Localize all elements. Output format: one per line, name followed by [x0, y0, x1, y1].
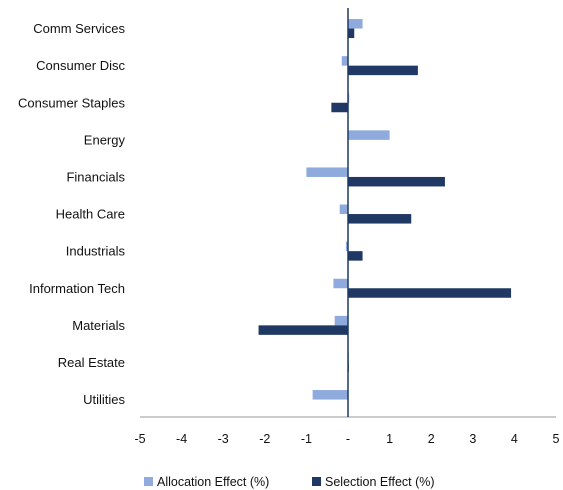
category-label-6: Industrials [66, 244, 126, 259]
selection-legend-swatch [312, 477, 321, 486]
x-tick-label-2: -3 [218, 432, 229, 446]
selection-bar-5 [348, 214, 412, 224]
category-label-2: Consumer Staples [18, 95, 125, 110]
x-tick-label-5: - [346, 432, 350, 446]
category-label-1: Consumer Disc [36, 58, 125, 73]
x-tick-label-3: -2 [259, 432, 270, 446]
allocation-legend-label: Allocation Effect (%) [157, 475, 269, 489]
x-tick-label-1: -4 [176, 432, 187, 446]
category-label-3: Energy [84, 132, 126, 147]
selection-bar-8 [258, 325, 348, 335]
x-tick-label-6: 1 [386, 432, 393, 446]
allocation-bar-10 [312, 390, 348, 400]
selection-bar-6 [348, 251, 363, 261]
allocation-bar-3 [348, 130, 390, 140]
allocation-bar-1 [341, 56, 348, 66]
selection-bar-7 [348, 288, 512, 298]
x-tick-label-7: 2 [428, 432, 435, 446]
x-tick-labels: -5 -4 -3 -2 -1-1 2 3 4 5 [134, 432, 559, 446]
allocation-bar-7 [333, 278, 348, 289]
selection-bar-0 [348, 28, 355, 39]
selection-bar-4 [348, 176, 445, 187]
legend: Allocation Effect (%) Selection Effect (%… [144, 475, 435, 489]
x-tick-label-9: 4 [511, 432, 518, 446]
x-tick-label-0: -5 [134, 432, 145, 446]
selection-bar-1 [348, 65, 418, 76]
x-tick-label-8: 3 [469, 432, 476, 446]
category-label-8: Materials [72, 318, 125, 333]
allocation-bar-6 [345, 241, 348, 252]
selection-legend-label: Selection Effect (%) [325, 475, 435, 489]
allocation-legend-swatch [144, 477, 153, 486]
allocation-bar-4 [306, 167, 348, 177]
category-labels: Comm Services Consumer Disc Consumer Stapl… [18, 21, 125, 407]
category-label-0: Comm Services [33, 21, 125, 36]
category-label-9: Real Estate [58, 355, 125, 370]
bars-group [258, 19, 512, 400]
x-tick-label-10: 5 [553, 432, 560, 446]
category-label-5: Health Care [56, 207, 125, 222]
allocation-bar-8 [334, 315, 348, 326]
x-tick-label-4: -1 [301, 432, 312, 446]
category-label-4: Financials [66, 169, 125, 184]
selection-bar-2 [331, 102, 348, 113]
category-label-7: Information Tech [29, 281, 125, 296]
category-label-10: Utilities [83, 392, 125, 407]
allocation-bar-0 [348, 19, 363, 29]
allocation-bar-5 [339, 204, 348, 215]
